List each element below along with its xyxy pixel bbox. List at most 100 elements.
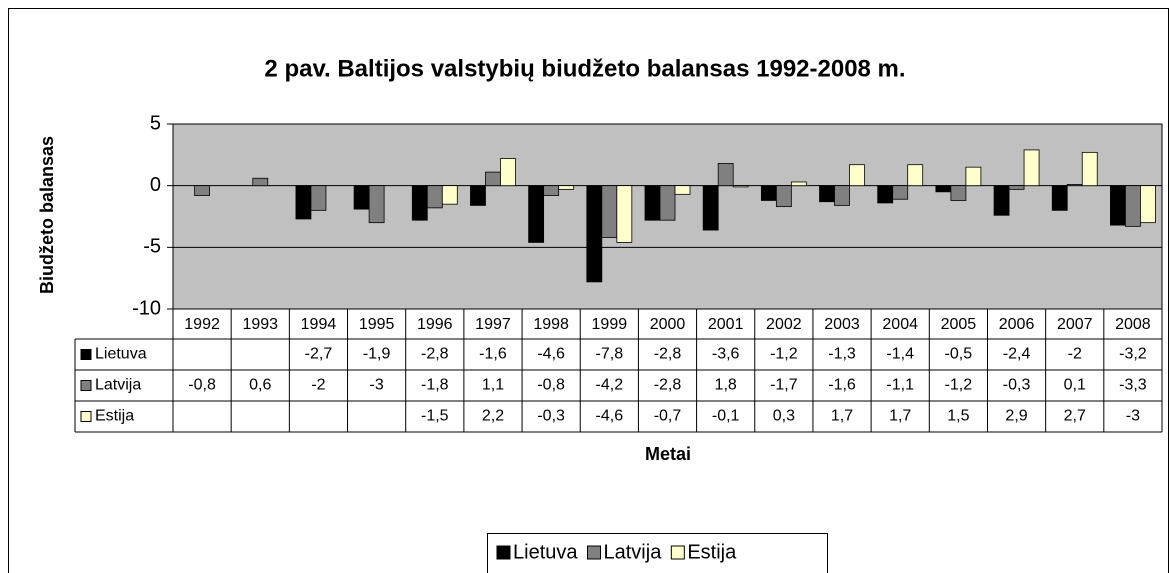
bar	[790, 181, 807, 187]
table-value: -7,8	[596, 346, 624, 363]
y-tick-label: 0	[150, 174, 161, 196]
bar	[310, 185, 327, 211]
bar	[543, 185, 560, 196]
table-value: -1,9	[363, 346, 391, 363]
table-value: -0,8	[537, 377, 565, 394]
bar	[252, 177, 269, 187]
x-tick-label: 2002	[766, 316, 802, 333]
bar	[1125, 185, 1141, 227]
bar	[1140, 185, 1156, 224]
legend-label: Lietuva	[513, 541, 578, 563]
table-value: -3,2	[1119, 346, 1147, 363]
table-value: -3,3	[1119, 377, 1147, 394]
row-label: Latvija	[95, 377, 141, 394]
x-tick-label: 2007	[1057, 316, 1093, 333]
table-value: 1,7	[831, 408, 853, 425]
x-tick-label: 1993	[242, 316, 278, 333]
bar	[558, 185, 575, 190]
legend-label: Estija	[687, 541, 737, 563]
bar	[849, 164, 865, 187]
bar	[907, 164, 924, 187]
bar	[993, 185, 1010, 216]
x-tick-label: 1994	[301, 316, 337, 333]
bar	[644, 185, 661, 221]
bar	[470, 185, 486, 206]
y-tick-label: 5	[150, 112, 161, 134]
table-value: 1,8	[715, 377, 737, 394]
table-value: -2	[1068, 346, 1082, 363]
table-value: 0,6	[249, 377, 271, 394]
bar	[702, 185, 719, 231]
x-tick-label: 2005	[941, 316, 977, 333]
x-tick-label: 2006	[999, 316, 1035, 333]
table-value: -1,6	[479, 346, 507, 363]
legend-key	[496, 545, 511, 560]
bar	[659, 185, 676, 221]
table-value: -4,6	[596, 408, 624, 425]
x-tick-label: 1995	[359, 316, 395, 333]
table-value: -1,3	[828, 346, 856, 363]
y-axis-label: Biudžeto balansas	[37, 136, 57, 294]
table-value: -1,2	[945, 377, 973, 394]
bar	[935, 185, 952, 193]
bar	[586, 185, 603, 283]
legend-box	[487, 533, 828, 573]
bar	[426, 185, 443, 209]
y-tick-label: -5	[143, 236, 161, 258]
y-tick-label: -10	[132, 297, 161, 319]
table-value: -3,6	[712, 346, 740, 363]
legend-label: Latvija	[604, 541, 663, 563]
table-value: -3	[1126, 408, 1140, 425]
table-value: -2,7	[305, 346, 333, 363]
x-tick-label: 2008	[1115, 316, 1151, 333]
table-value: -1,2	[770, 346, 798, 363]
bar	[1023, 149, 1040, 187]
bar	[500, 158, 516, 187]
table-value: -0,1	[712, 408, 740, 425]
x-tick-label: 2000	[650, 316, 686, 333]
legend-key	[587, 545, 601, 560]
table-value: -2,4	[1003, 346, 1031, 363]
table-value: -3	[370, 377, 384, 394]
bar	[411, 185, 428, 221]
x-tick-label: 1996	[417, 316, 453, 333]
bar	[819, 185, 835, 203]
table-value: 2,2	[482, 408, 504, 425]
x-tick-label: 1998	[533, 316, 569, 333]
table-value: -0,8	[188, 377, 216, 394]
bar	[1051, 185, 1068, 211]
table-value: -1,4	[886, 346, 914, 363]
table-value: -0,3	[1003, 377, 1031, 394]
row-label: Estija	[95, 408, 134, 425]
bar	[760, 185, 777, 201]
bar	[1008, 185, 1025, 190]
bar	[834, 185, 850, 206]
table-value: -1,8	[421, 377, 449, 394]
bar	[892, 185, 909, 200]
bar	[965, 166, 982, 187]
table-value: -2,8	[654, 346, 682, 363]
x-tick-label: 1997	[475, 316, 511, 333]
table-value: -1,6	[828, 377, 856, 394]
table-value: -0,3	[537, 408, 565, 425]
legend-key	[80, 349, 92, 360]
bar	[717, 163, 734, 187]
x-tick-label: 1992	[184, 316, 220, 333]
legend-key	[670, 545, 685, 560]
bar	[368, 185, 385, 224]
table-value: 1,7	[889, 408, 911, 425]
bar	[1081, 151, 1098, 187]
table-value: 2,7	[1064, 408, 1086, 425]
bar	[194, 185, 210, 196]
table-value: -0,7	[654, 408, 682, 425]
table-value: 1,5	[947, 408, 969, 425]
x-axis-label: Metai	[645, 444, 691, 464]
table-value: -2	[311, 377, 325, 394]
table-value: -4,2	[596, 377, 624, 394]
bar	[950, 185, 967, 201]
x-tick-label: 2001	[708, 316, 744, 333]
table-value: -2,8	[654, 377, 682, 394]
x-tick-label: 2004	[882, 316, 918, 333]
bar	[353, 185, 370, 210]
